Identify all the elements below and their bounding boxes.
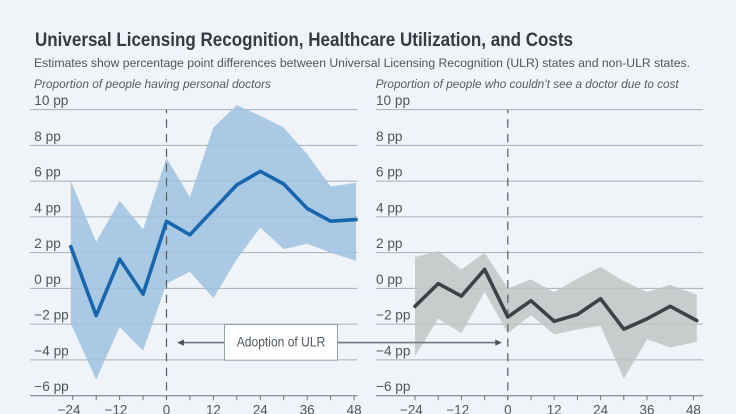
svg-text:0: 0	[504, 403, 511, 414]
svg-text:Universal Licensing Recognitio: Universal Licensing Recognition, Healthc…	[35, 29, 573, 51]
svg-text:6 pp: 6 pp	[34, 165, 60, 180]
svg-text:12: 12	[206, 403, 221, 414]
svg-text:4 pp: 4 pp	[34, 200, 60, 215]
svg-text:10 pp: 10 pp	[376, 93, 410, 108]
svg-text:−4 pp: −4 pp	[34, 343, 68, 358]
svg-text:10 pp: 10 pp	[34, 93, 68, 108]
svg-text:2 pp: 2 pp	[376, 236, 402, 251]
svg-text:4 pp: 4 pp	[376, 200, 402, 215]
svg-text:0: 0	[163, 403, 170, 414]
svg-text:Proportion of people having pe: Proportion of people having personal doc…	[34, 77, 271, 91]
svg-text:−4 pp: −4 pp	[376, 343, 410, 358]
svg-text:36: 36	[640, 403, 655, 414]
svg-text:2 pp: 2 pp	[34, 236, 60, 251]
svg-text:−2 pp: −2 pp	[34, 308, 68, 323]
svg-text:0 pp: 0 pp	[34, 272, 60, 287]
svg-text:−24: −24	[400, 403, 423, 414]
svg-text:−6 pp: −6 pp	[376, 379, 410, 394]
svg-text:12: 12	[547, 403, 562, 414]
svg-text:24: 24	[593, 403, 608, 414]
svg-text:−12: −12	[105, 403, 128, 414]
svg-text:−2 pp: −2 pp	[376, 308, 410, 323]
svg-text:−12: −12	[446, 403, 469, 414]
svg-text:0 pp: 0 pp	[376, 272, 402, 287]
svg-text:8 pp: 8 pp	[34, 129, 60, 144]
svg-text:24: 24	[253, 403, 268, 414]
svg-text:8 pp: 8 pp	[376, 129, 402, 144]
svg-text:6 pp: 6 pp	[376, 165, 402, 180]
svg-text:Estimates show percentage poin: Estimates show percentage point differen…	[34, 56, 690, 70]
svg-text:−6 pp: −6 pp	[34, 379, 68, 394]
svg-text:48: 48	[347, 403, 362, 414]
svg-text:48: 48	[686, 403, 701, 414]
svg-text:Adoption of ULR: Adoption of ULR	[237, 334, 326, 350]
svg-text:36: 36	[300, 403, 315, 414]
svg-text:Proportion of people who could: Proportion of people who couldn’t see a …	[376, 77, 680, 91]
svg-text:−24: −24	[58, 403, 81, 414]
